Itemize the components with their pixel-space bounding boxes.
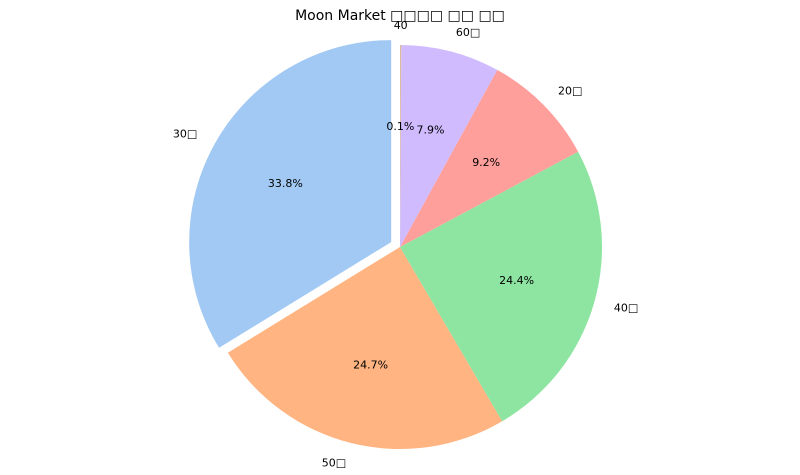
slice-pct-3: 9.2%: [472, 156, 500, 169]
slice-pct-5: 0.1%: [386, 120, 414, 133]
pie-slice-4: [400, 45, 498, 247]
slice-label-2: 40□: [614, 301, 638, 314]
slice-label-5: 40: [394, 19, 408, 32]
pie-slice-5: [400, 45, 402, 247]
pie-labels: 30□ 33.8% 50□ 24.7% 40□ 24.4% 20□ 9.2% 60□ 7.9% 40…: [173, 19, 638, 470]
slice-pct-2: 24.4%: [499, 274, 534, 287]
pie-slice-2: [400, 151, 602, 422]
slice-label-1: 50□: [322, 457, 346, 470]
pie-slices: [189, 40, 602, 449]
pie-slice-0: [189, 40, 392, 348]
slice-pct-4: 7.9%: [417, 124, 445, 137]
chart-title: Moon Market □□□□ □□ □□: [295, 8, 505, 24]
slice-pct-0: 33.8%: [268, 177, 303, 190]
slice-label-4: 60□: [456, 26, 480, 39]
slice-label-0: 30□: [173, 128, 197, 141]
pie-slice-3: [400, 69, 579, 247]
pie-slice-1: [227, 247, 503, 449]
slice-pct-1: 24.7%: [353, 359, 388, 372]
slice-label-3: 20□: [558, 85, 582, 98]
